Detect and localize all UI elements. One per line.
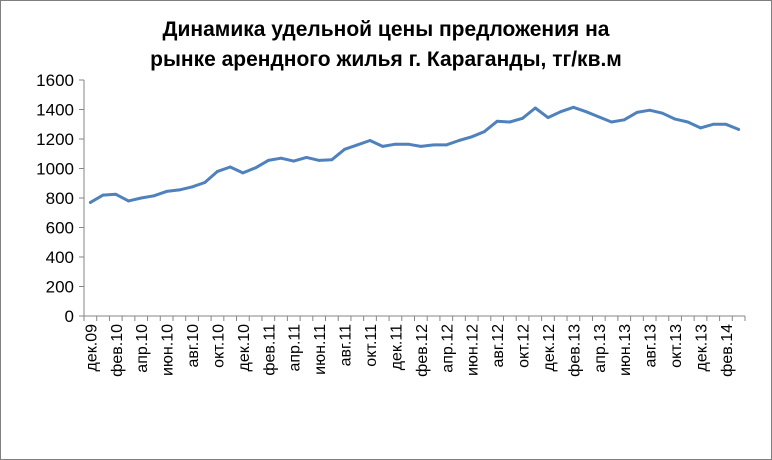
- x-tick-label: фев.11: [261, 324, 278, 376]
- x-tick-label: апр.10: [134, 324, 151, 373]
- data-point: [317, 158, 321, 162]
- y-tick-label: 1600: [36, 71, 74, 90]
- data-point: [508, 120, 512, 124]
- x-tick-label: авг.10: [185, 324, 202, 368]
- x-tick-label: дек.09: [83, 324, 100, 372]
- x-tick-label: апр.13: [592, 324, 609, 373]
- data-point: [177, 188, 181, 192]
- data-point: [241, 171, 245, 175]
- data-point: [686, 120, 690, 124]
- y-tick-label: 400: [46, 248, 74, 267]
- chart-title-line-1: Динамика удельной цены предложения на: [162, 18, 610, 41]
- x-tick-label: июн.13: [617, 324, 634, 376]
- x-tick-label: июн.10: [160, 324, 177, 376]
- data-point: [343, 147, 346, 151]
- data-point: [419, 144, 423, 148]
- data-point: [88, 201, 92, 204]
- x-tick-label: июн.12: [465, 324, 482, 376]
- data-point: [101, 193, 105, 197]
- data-point: [368, 139, 372, 142]
- data-point: [216, 170, 219, 173]
- data-point: [152, 194, 156, 198]
- x-tick-label: окт.11: [363, 324, 380, 367]
- data-point: [648, 108, 652, 112]
- data-point: [495, 119, 499, 123]
- x-tick-label: апр.11: [287, 324, 304, 372]
- y-tick-label: 0: [65, 307, 74, 326]
- data-point: [394, 142, 397, 146]
- data-point: [190, 185, 194, 189]
- x-tick-label: июн.11: [312, 324, 329, 375]
- x-tick-label: фев.10: [109, 324, 126, 377]
- data-point: [737, 128, 741, 131]
- data-point: [330, 158, 334, 162]
- x-tick-label: дек.10: [236, 324, 253, 372]
- x-tick-label: фев.13: [566, 324, 583, 377]
- data-point: [305, 156, 308, 159]
- x-tick-label: окт.12: [516, 324, 533, 368]
- data-point: [139, 196, 143, 200]
- y-tick-label: 200: [46, 278, 74, 297]
- data-point: [533, 106, 537, 110]
- x-tick-label: фев.14: [719, 324, 736, 377]
- data-point: [470, 135, 474, 139]
- x-tick-label: дек.12: [541, 324, 558, 372]
- data-point: [279, 156, 283, 160]
- series-line: [88, 105, 741, 204]
- data-point: [711, 122, 715, 126]
- data-point: [699, 126, 702, 130]
- y-tick-label: 600: [46, 219, 74, 238]
- data-point: [457, 139, 461, 142]
- x-tick-label: окт.13: [668, 324, 685, 368]
- data-point: [444, 143, 448, 147]
- data-point: [610, 120, 613, 124]
- data-point: [254, 166, 258, 170]
- x-tick-label: апр.12: [439, 324, 456, 373]
- y-tick-label: 1000: [36, 160, 74, 179]
- data-point: [724, 122, 728, 126]
- data-point: [597, 115, 601, 119]
- data-point: [559, 110, 563, 114]
- chart-title: Динамика удельной цены предложения на ры…: [1, 15, 771, 75]
- x-tick-label: фев.12: [414, 324, 431, 377]
- data-point: [622, 118, 626, 122]
- data-point: [114, 192, 118, 196]
- x-tick-label: окт.10: [210, 324, 227, 368]
- data-point: [673, 117, 677, 121]
- x-tick-label: авг.13: [643, 324, 660, 368]
- data-point: [165, 189, 169, 193]
- data-point: [483, 130, 486, 134]
- data-point: [432, 143, 435, 147]
- data-point: [381, 144, 385, 148]
- data-point: [571, 105, 575, 109]
- data-point: [635, 111, 639, 114]
- data-point: [546, 116, 550, 120]
- x-tick-label: дек.13: [694, 324, 711, 372]
- data-point: [521, 116, 524, 120]
- x-tick-label: дек.11: [388, 324, 405, 370]
- data-point: [203, 181, 207, 184]
- data-point: [292, 159, 296, 163]
- chart-title-line-2: рынке арендного жилья г. Караганды, тг/к…: [150, 48, 622, 71]
- data-point: [266, 158, 270, 162]
- x-tick-label: авг.11: [338, 324, 355, 366]
- data-point: [406, 142, 410, 146]
- y-tick-label: 1400: [36, 101, 74, 120]
- x-tick-label: авг.12: [490, 324, 507, 368]
- data-point: [228, 165, 232, 169]
- data-point: [584, 110, 588, 114]
- y-tick-label: 1200: [36, 130, 74, 149]
- data-point: [355, 143, 359, 147]
- y-tick-label: 800: [46, 189, 74, 208]
- data-point: [660, 111, 664, 115]
- data-point: [127, 199, 130, 203]
